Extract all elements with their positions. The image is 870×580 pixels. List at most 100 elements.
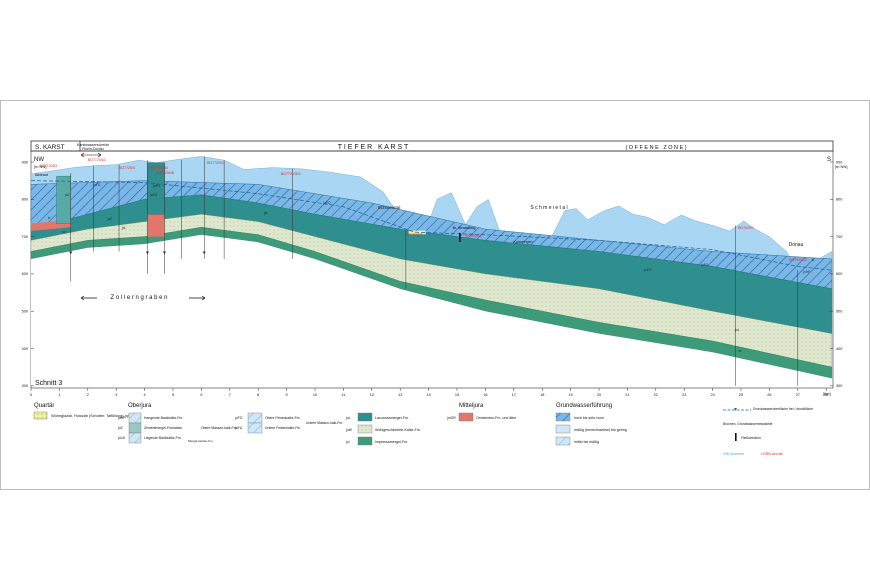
x-tick-label: 17 xyxy=(512,393,516,397)
x-tick-label: 15 xyxy=(455,393,459,397)
x-tick-label: 14 xyxy=(426,393,430,397)
legend-label-joHF: Hangende Bankkalke-Fm. xyxy=(144,416,183,420)
x-tick-label: 24 xyxy=(710,393,714,397)
legend-mitteljura-title: Mitteljura xyxy=(459,403,484,409)
legend-code-joFU: joFU xyxy=(234,426,243,430)
borehole-label: BO7720/40 xyxy=(150,166,168,170)
legend-swatch-joZ xyxy=(128,422,142,434)
layer-code: ox xyxy=(738,349,742,353)
boundary-arrows xyxy=(80,152,102,158)
x-tick-label: 10 xyxy=(313,393,317,397)
y-tick-label: 300 xyxy=(22,384,28,388)
legend-grundwasser: Grundwasserführung hoch bis sehr hoch mä… xyxy=(555,403,627,446)
header-band: S. KARST T I E F E R K A R S T ( O F F E… xyxy=(30,140,834,158)
y-tick-label: 900 xyxy=(22,160,28,164)
legend-swatch-joLB xyxy=(128,432,142,444)
layer-code-labels: joFO joFO joZ joL ki ox joFO joFO joL joZ joFO joFO… xyxy=(48,183,815,353)
borehole-label: BO7720/4 xyxy=(119,166,135,170)
well-arrow-icon xyxy=(202,251,206,255)
x-tick-label: 9 xyxy=(286,393,288,397)
y-tick-label: 400 xyxy=(836,347,842,351)
borehole-label: BO7920/12 xyxy=(789,258,807,262)
gw-triangle-icon xyxy=(734,408,737,411)
x-unit: [km] xyxy=(823,391,831,396)
legend-code-joI: joI xyxy=(345,440,350,444)
x-tick-label: 1 xyxy=(58,393,60,397)
layer-code: joFO xyxy=(323,201,331,205)
legend-code-jmOR: jmOR xyxy=(446,416,456,420)
legend-gw-title: Grundwasserführung xyxy=(556,403,612,409)
legend-group-col2: Untere Massen-kalk-Fm. xyxy=(306,421,343,425)
y-tick-label: 700 xyxy=(22,235,28,239)
layer-code: joL xyxy=(263,211,268,215)
legend-swatch-gw-low xyxy=(555,424,571,434)
label-albtrauf: Albtrauf xyxy=(35,173,49,177)
layer-code: ki xyxy=(48,216,51,220)
y-tick-label: 900 xyxy=(836,160,842,164)
block-graben-1 xyxy=(56,175,71,224)
legend-fault: Fließstrecken xyxy=(741,436,761,440)
orientation-right: S xyxy=(827,157,831,163)
x-tick-label: 16 xyxy=(483,393,487,397)
layer-massenkalk xyxy=(30,156,833,271)
legend-label-joLB: Liegende Bankkalke-Fm. xyxy=(144,436,182,440)
fault-icon xyxy=(735,433,737,441)
label-zollerngraben: Z o l l e r n g r a b e n xyxy=(110,295,167,301)
label-place-2: Br. Strassberg xyxy=(453,226,476,230)
legend-swatch-joL xyxy=(357,412,373,422)
legend-label-joI: Impressamergel-Fm. xyxy=(375,440,408,444)
legend-quart-label: Würmglazial, Holozän (Schotter, Talfüllu… xyxy=(51,414,136,418)
x-tick-label: 25 xyxy=(739,393,743,397)
zollerngraben-arrows xyxy=(80,295,206,301)
x-tick-label: 18 xyxy=(540,393,544,397)
geology-layers xyxy=(30,156,833,386)
x-axis: 0 1 2 3 4 5 6 7 8 9 10 11 12 13 14 15 16 17 18 19 20 21 22 23 24… xyxy=(30,388,828,397)
label-donau: Donau xyxy=(789,242,804,248)
legend-label-jmOR: Ornatenton-Fm. und älter xyxy=(476,416,517,420)
layer-code: joFO xyxy=(643,268,651,272)
x-tick-label: 13 xyxy=(398,393,402,397)
legend-code-joZ: joZ xyxy=(117,426,123,430)
legend: Quartär Würmglazial, Holozän (Schotter, … xyxy=(33,403,813,456)
header-right-label: ( O F F E N E Z O N E ) xyxy=(625,145,686,151)
layer-code: joFO xyxy=(700,263,708,267)
legend-code-joHF: joHF xyxy=(117,416,125,420)
borehole-label: BO7720/42 xyxy=(88,158,106,162)
legend-oberjura-title: Oberjura xyxy=(128,403,152,409)
x-tick-label: 2 xyxy=(87,393,89,397)
x-tick-label: 3 xyxy=(115,393,117,397)
y-unit-left: [m NN] xyxy=(34,164,46,169)
label-schmeietal-2: S c h m e i e t a l xyxy=(530,205,567,211)
label-schmeietal-1: Schmeietal xyxy=(378,205,401,210)
x-tick-label: 22 xyxy=(654,393,658,397)
legend-label-joZ: Zementmergel-Formation xyxy=(144,426,182,430)
x-tick-label: 28 xyxy=(824,393,828,397)
legend-side-col1: Mergel-stetten-Fm. xyxy=(188,439,214,443)
layer-code: joFO xyxy=(149,193,157,197)
x-tick-label: 7 xyxy=(229,393,231,397)
y-tick-label: 300 xyxy=(836,384,842,388)
layer-code: joL xyxy=(121,226,126,230)
y-tick-label: 600 xyxy=(836,272,842,276)
x-tick-label: 19 xyxy=(568,393,572,397)
x-tick-label: 26 xyxy=(767,393,771,397)
legend-oberjura: Oberjura joHF joZ joLB Hangende Bankkalk… xyxy=(117,403,421,446)
x-tick-label: 27 xyxy=(796,393,800,397)
layer-code: joHF xyxy=(802,270,810,274)
x-tick-label: 11 xyxy=(341,393,345,397)
header-left-label: S. KARST xyxy=(35,144,65,151)
legend-quartaer: Quartär Würmglazial, Holozän (Schotter, … xyxy=(33,403,136,420)
layer-below xyxy=(31,234,832,386)
y-tick-label: 600 xyxy=(22,272,28,276)
legend-swatch-joW xyxy=(357,424,373,434)
legend-gw-high: hoch bis sehr hoch xyxy=(574,416,604,420)
label-place-3: Kaiseringen xyxy=(514,240,533,244)
section-title: Schnitt 3 xyxy=(35,380,62,387)
y-tick-label: 500 xyxy=(22,310,28,314)
y-axis-left: 900 800 700 600 500 400 300 xyxy=(22,160,34,388)
well-arrow-icon xyxy=(145,251,149,255)
x-tick-label: 4 xyxy=(144,393,146,397)
legend-swatch-joFU xyxy=(247,422,263,434)
layer-code: joFO xyxy=(152,184,160,188)
